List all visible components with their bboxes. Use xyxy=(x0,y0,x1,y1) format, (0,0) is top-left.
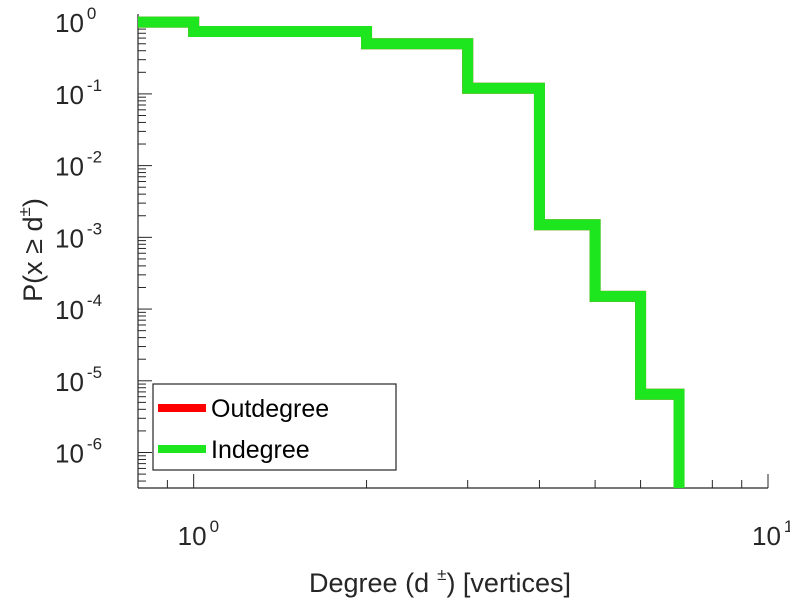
y-tick-label: 10 -2 xyxy=(55,148,102,182)
y-axis-label-sup: ± xyxy=(15,207,34,216)
x-axis-label-post: ) [vertices] xyxy=(446,568,571,598)
y-tick-label: 10 -4 xyxy=(55,291,102,325)
y-axis-label-post: ) xyxy=(18,198,48,207)
x-tick-label: 10 1 xyxy=(752,517,790,551)
y-axis-label-pre: P(x ≥ d xyxy=(18,217,48,302)
y-tick-label: 10 -5 xyxy=(55,363,102,397)
y-tick-label: 10 0 xyxy=(55,4,96,38)
x-axis-label-pre: Degree (d xyxy=(309,568,429,598)
series-line-indegree xyxy=(138,16,685,488)
x-axis-label: Degree (d ±) [vertices] xyxy=(309,565,571,598)
legend-box xyxy=(152,383,397,471)
y-tick-label: 10 -3 xyxy=(55,219,102,253)
minor-ticks xyxy=(137,21,769,488)
y-tick-label: 10 -1 xyxy=(55,76,102,110)
y-axis-label: P(x ≥ d±) xyxy=(15,198,48,302)
legend-label-outdegree: Outdegree xyxy=(211,395,329,423)
series-layer xyxy=(138,16,685,488)
y-tick-label: 10 -6 xyxy=(55,435,102,469)
x-tick-label: 10 0 xyxy=(178,517,219,551)
legend: Outdegree Indegree xyxy=(152,383,397,471)
x-axis-label-sup: ± xyxy=(437,565,446,584)
legend-label-indegree: Indegree xyxy=(211,436,310,464)
tick-labels: 10 0 10 -1 10 -2 10 -3 10 -4 10 -5 10 -6 10 0 10 1 xyxy=(55,4,790,551)
